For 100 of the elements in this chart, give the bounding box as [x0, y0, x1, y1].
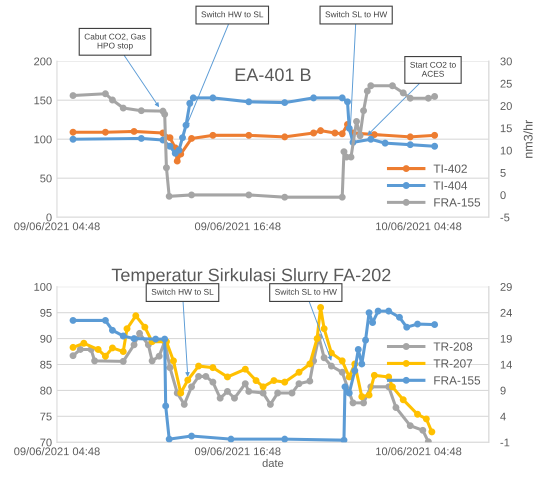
annotation: Cabut CO2, Gas HPO stop: [84, 33, 146, 50]
annotation: Switch HW to SL: [152, 288, 214, 295]
point: [281, 194, 288, 201]
x-tick-label: 09/06/2021 16:48: [194, 447, 281, 456]
point: [369, 319, 376, 326]
point: [102, 316, 109, 324]
point: [396, 314, 403, 321]
point: [130, 341, 138, 348]
point: [400, 396, 407, 404]
point: [338, 130, 346, 138]
point: [320, 325, 328, 332]
point: [406, 422, 414, 430]
y2-axis-title: nm3/hr: [523, 120, 533, 158]
point: [136, 330, 144, 337]
y2-tick-label: 14: [500, 360, 512, 369]
legend-label: FRA-155: [434, 198, 480, 207]
point: [166, 436, 173, 442]
y-tick-label: 50: [40, 174, 52, 182]
y2-tick-label: 24: [500, 308, 512, 317]
x-tick-label: 10/06/2021 04:48: [376, 447, 462, 456]
point: [374, 308, 382, 315]
annotation: Switch HW to SL: [201, 11, 264, 18]
point: [320, 354, 328, 362]
point: [366, 392, 373, 399]
x-tick-label: 09/06/2021 04:48: [14, 222, 100, 230]
y-tick-label: 80: [40, 386, 52, 395]
y2-tick-label: 4: [500, 412, 506, 420]
point: [344, 98, 351, 106]
x-tick-label: 10/06/2021 04:48: [376, 222, 462, 230]
point: [360, 107, 368, 114]
point: [120, 104, 127, 112]
point: [428, 428, 436, 436]
point: [422, 415, 430, 422]
point: [195, 362, 202, 370]
point: [306, 360, 314, 368]
point: [400, 89, 407, 96]
point: [216, 394, 224, 402]
legend-label: FRA-155: [434, 376, 480, 385]
y2-tick-label: 25: [500, 80, 512, 88]
point: [188, 383, 196, 390]
point: [224, 388, 231, 395]
point: [310, 130, 318, 136]
point: [138, 134, 145, 142]
point: [392, 404, 400, 411]
y2-tick-label: -5: [500, 214, 510, 222]
point: [431, 92, 438, 100]
point: [245, 132, 252, 139]
point: [70, 128, 76, 136]
chart-title: EA-401 B: [236, 68, 311, 82]
point: [340, 148, 348, 156]
point: [188, 134, 196, 142]
point: [406, 133, 414, 140]
y-tick-label: 0: [46, 214, 52, 222]
point: [179, 134, 186, 142]
x-axis-title: date: [262, 458, 284, 468]
point: [354, 346, 362, 353]
point: [281, 436, 288, 442]
point: [245, 98, 252, 106]
point: [91, 357, 98, 364]
point: [166, 364, 174, 372]
point: [76, 346, 84, 353]
point: [152, 336, 160, 343]
point: [328, 362, 335, 370]
point: [108, 326, 116, 334]
point: [242, 380, 249, 388]
point: [161, 110, 168, 118]
point: [202, 372, 210, 380]
point: [166, 142, 174, 150]
y-tick-label: 95: [40, 308, 52, 317]
point: [188, 191, 196, 198]
point: [108, 96, 116, 104]
point: [102, 128, 109, 136]
point: [138, 107, 145, 114]
point: [102, 352, 109, 360]
point: [266, 400, 274, 408]
point: [130, 128, 138, 135]
point: [260, 390, 267, 396]
point: [362, 336, 370, 344]
x-tick-label: 09/06/2021 04:48: [14, 447, 100, 456]
annotation: Switch SL to HW: [325, 11, 388, 18]
y-tick-label: 200: [34, 58, 52, 66]
point: [209, 94, 216, 102]
point: [310, 94, 318, 102]
point: [281, 378, 288, 386]
point: [367, 136, 374, 143]
point: [245, 388, 252, 395]
y2-tick-label: 29: [500, 283, 512, 291]
y-tick-label: 85: [40, 360, 52, 369]
point: [132, 312, 140, 320]
point: [366, 309, 373, 316]
point: [281, 133, 288, 140]
point: [331, 130, 338, 136]
y2-tick-label: 10: [500, 146, 512, 155]
point: [209, 132, 216, 139]
y2-tick-label: 5: [500, 169, 506, 177]
y-tick-label: 90: [40, 334, 52, 343]
point: [161, 336, 168, 343]
point: [245, 191, 252, 198]
y2-tick-label: 30: [500, 58, 512, 66]
point: [306, 378, 314, 385]
